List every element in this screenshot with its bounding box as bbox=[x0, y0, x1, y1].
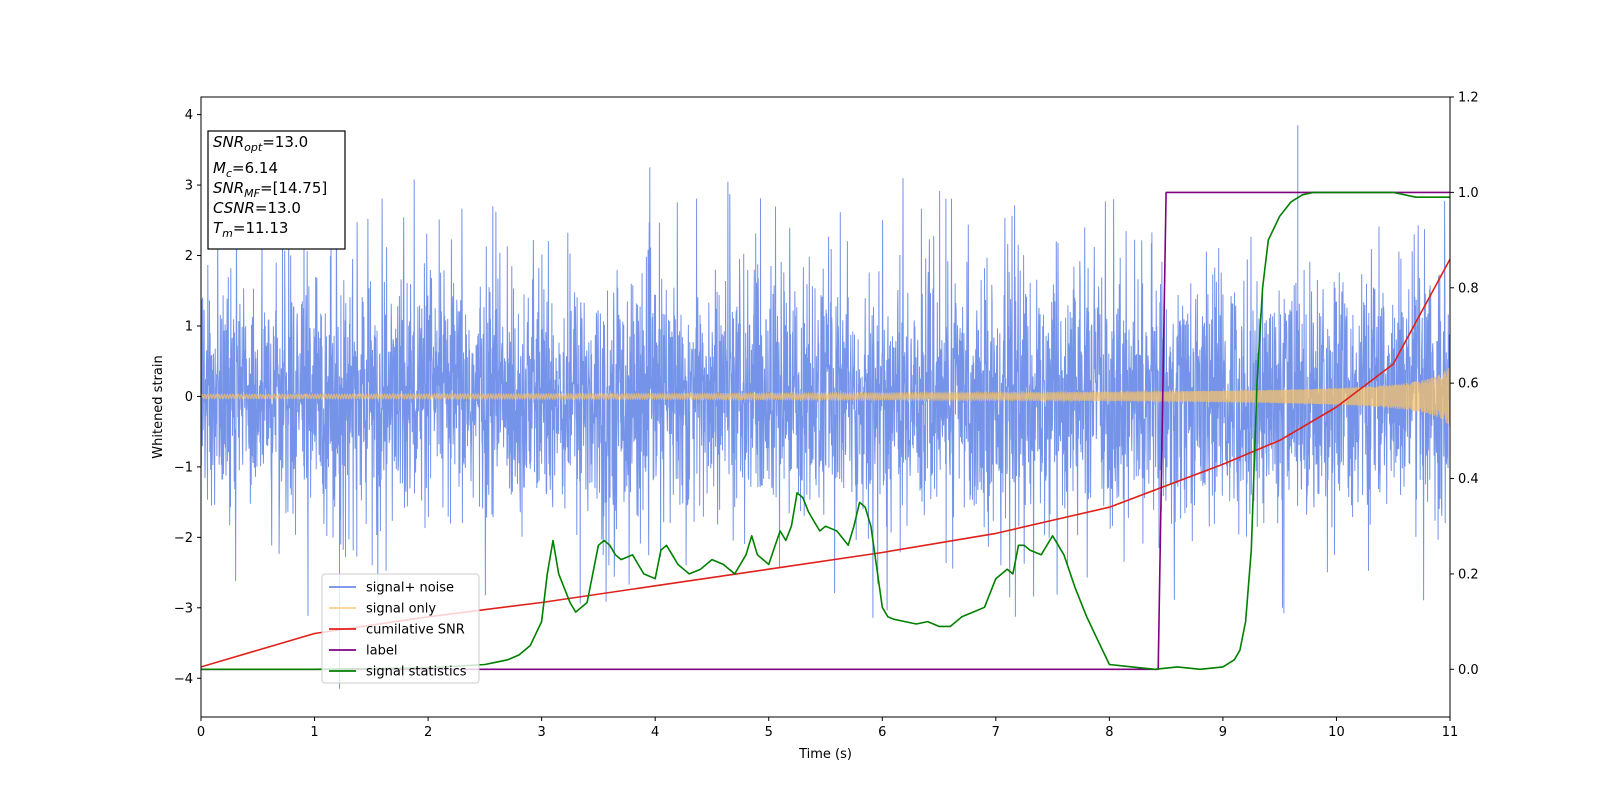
x-tick-label: 4 bbox=[651, 725, 659, 740]
x-tick-label: 5 bbox=[765, 725, 773, 740]
annotation-line: SNRopt=13.0 bbox=[213, 133, 308, 154]
y-right-tick-label: 0.6 bbox=[1458, 377, 1479, 392]
x-tick-label: 8 bbox=[1105, 725, 1113, 740]
annotation-line: Tm=11.13 bbox=[213, 219, 288, 240]
x-tick-label: 2 bbox=[424, 725, 432, 740]
y-right-tick-label: 1.0 bbox=[1458, 186, 1479, 201]
y-right-tick-label: 0.4 bbox=[1458, 472, 1479, 487]
y-left-tick-label: 0 bbox=[185, 390, 193, 405]
y-left-tick-label: 2 bbox=[185, 249, 193, 264]
y-right-tick-label: 1.2 bbox=[1458, 91, 1479, 106]
y-axis-label: Whitened strain bbox=[151, 355, 166, 458]
x-tick-label: 1 bbox=[310, 725, 318, 740]
y-right-tick-label: 0.8 bbox=[1458, 281, 1479, 296]
y-right-tick-label: 0.0 bbox=[1458, 663, 1479, 678]
y-right-tick-label: 0.2 bbox=[1458, 567, 1479, 582]
y-left-tick-label: −1 bbox=[174, 460, 193, 475]
legend-label: cumilative SNR bbox=[366, 623, 465, 638]
annotation-box: SNRopt=13.0 Mc=6.14SNRMF=[14.75]CSNR=13.0… bbox=[207, 130, 346, 250]
legend-label: signal only bbox=[366, 602, 436, 617]
y-left-tick-label: 4 bbox=[185, 108, 193, 123]
legend-label: signal+ noise bbox=[366, 581, 454, 596]
legend-label: signal statistics bbox=[366, 665, 467, 680]
series-signal-only bbox=[201, 367, 1450, 427]
x-tick-label: 0 bbox=[197, 725, 205, 740]
x-tick-label: 10 bbox=[1328, 725, 1345, 740]
x-tick-label: 9 bbox=[1219, 725, 1227, 740]
legend: signal+ noise signal only cumilative SNR la… bbox=[321, 573, 480, 684]
x-tick-label: 6 bbox=[878, 725, 886, 740]
x-axis-label: Time (s) bbox=[798, 747, 852, 762]
legend-label: label bbox=[366, 644, 397, 659]
x-tick-label: 3 bbox=[537, 725, 545, 740]
x-tick-label: 11 bbox=[1442, 725, 1459, 740]
legend-frame bbox=[321, 573, 480, 684]
series-label bbox=[201, 191, 1450, 671]
y-left-tick-label: −2 bbox=[174, 531, 193, 546]
series-signal-statistics bbox=[201, 191, 1450, 671]
axes: 0 1 2 3 4 5 6 7 8 9 10 11 −4 −3 −2 −1 0 1 2 3 4 0.0 0.2 0.4 0.6 0… bbox=[174, 91, 1479, 741]
annotation-frame bbox=[207, 130, 346, 250]
annotation-line: Mc=6.14 bbox=[213, 159, 278, 180]
annotation-line: CSNR=13.0 bbox=[213, 199, 301, 217]
y-left-tick-label: −3 bbox=[174, 601, 193, 616]
y-left-tick-label: 1 bbox=[185, 319, 193, 334]
y-left-tick-label: −4 bbox=[174, 672, 193, 687]
y-left-tick-label: 3 bbox=[185, 179, 193, 194]
annotation-line: SNRMF=[14.75] bbox=[213, 179, 327, 200]
plot-frame bbox=[200, 96, 1451, 718]
x-tick-label: 7 bbox=[992, 725, 1000, 740]
